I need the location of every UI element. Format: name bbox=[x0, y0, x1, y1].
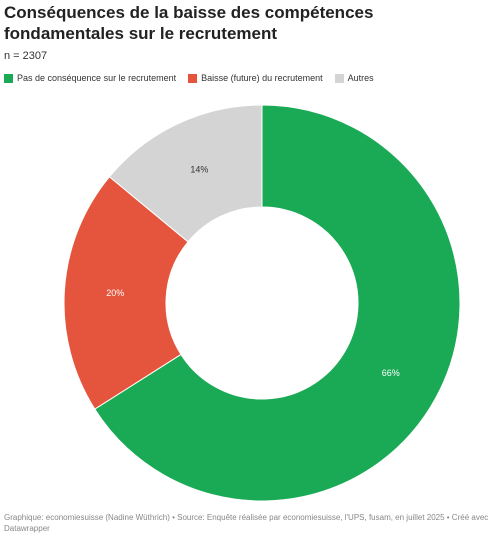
legend-label: Pas de conséquence sur le recrutement bbox=[17, 73, 177, 83]
legend-swatch bbox=[188, 73, 198, 83]
legend-label: Autres bbox=[347, 73, 374, 83]
data-label: 14% bbox=[190, 164, 208, 174]
legend-label: Baisse (future) du recrutement bbox=[201, 73, 323, 83]
legend: Pas de conséquence sur le recrutement Bai… bbox=[4, 73, 374, 83]
legend-swatch bbox=[4, 73, 13, 83]
legend-swatch bbox=[334, 73, 344, 83]
donut-slice bbox=[94, 104, 461, 502]
legend-item: Baisse (future) du recrutement bbox=[188, 73, 323, 83]
subtitle: n = 2307 bbox=[4, 50, 48, 62]
data-label: 66% bbox=[382, 368, 400, 378]
legend-item: Pas de conséquence sur le recrutement bbox=[4, 73, 176, 83]
legend-item: Autres bbox=[334, 73, 374, 83]
donut-slice bbox=[108, 104, 263, 243]
source-note: Graphique: economiesuisse (Nadine Wüthri… bbox=[4, 513, 489, 533]
data-label: 20% bbox=[106, 288, 124, 298]
chart-title: Conséquences de la baisse des compétence… bbox=[4, 3, 374, 43]
donut-slice bbox=[63, 176, 189, 410]
